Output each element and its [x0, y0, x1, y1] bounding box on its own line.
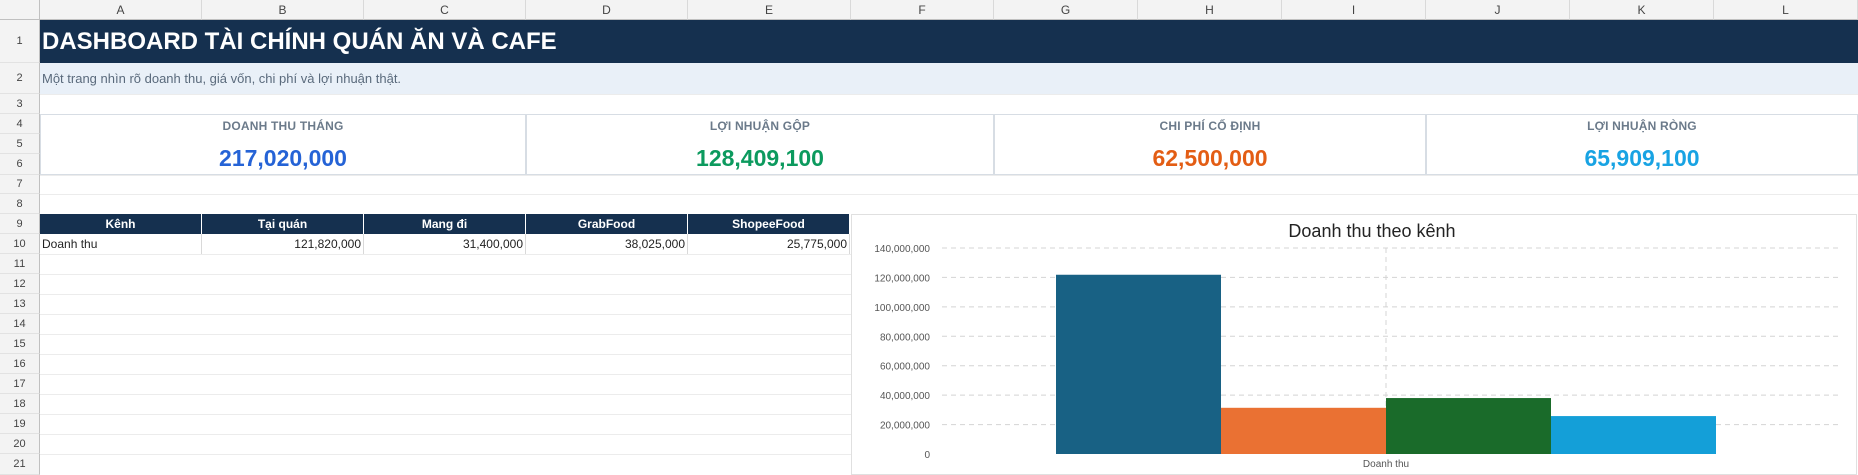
- y-tick-label: 20,000,000: [880, 421, 930, 432]
- grid-row-line: [40, 274, 851, 275]
- y-tick-label: 0: [924, 450, 930, 461]
- column-header-c[interactable]: C: [364, 0, 526, 20]
- row-header-2[interactable]: 2: [0, 63, 40, 94]
- dashboard-subtitle[interactable]: Một trang nhìn rõ doanh thu, giá vốn, ch…: [40, 63, 1858, 94]
- row-header-17[interactable]: 17: [0, 374, 40, 394]
- grid-row-line: [40, 254, 851, 255]
- table-header-dine-in[interactable]: Tại quán: [202, 214, 364, 234]
- kpi-value: 65,909,100: [1584, 145, 1700, 171]
- chart-bar-mang-đi: [1221, 407, 1386, 454]
- row-header-1[interactable]: 1: [0, 20, 40, 63]
- row-header-18[interactable]: 18: [0, 394, 40, 414]
- grid-row-line: [40, 454, 851, 455]
- table-cell-row-label[interactable]: Doanh thu: [40, 234, 202, 254]
- column-header-d[interactable]: D: [526, 0, 688, 20]
- chart-bar-shopeefood: [1551, 416, 1716, 454]
- row-header-16[interactable]: 16: [0, 354, 40, 374]
- grid-row-line: [40, 414, 851, 415]
- table-cell-grabfood[interactable]: 38,025,000: [526, 234, 688, 254]
- column-header-b[interactable]: B: [202, 0, 364, 20]
- grid-row-line: [40, 294, 851, 295]
- grid-row-line: [40, 394, 851, 395]
- dashboard-subtitle-text: Một trang nhìn rõ doanh thu, giá vốn, ch…: [42, 71, 402, 86]
- row-header-13[interactable]: 13: [0, 294, 40, 314]
- chart-bar-grabfood: [1386, 398, 1551, 454]
- row-header-5[interactable]: 5: [0, 134, 40, 154]
- grid-row-line: [40, 314, 851, 315]
- grid-row-line: [40, 94, 1858, 95]
- column-header-l[interactable]: L: [1714, 0, 1858, 20]
- table-header-shopeefood[interactable]: ShopeeFood: [688, 214, 850, 234]
- column-header-a[interactable]: A: [40, 0, 202, 20]
- table-header-takeaway[interactable]: Mang đi: [364, 214, 526, 234]
- table-header-grabfood[interactable]: GrabFood: [526, 214, 688, 234]
- row-header-20[interactable]: 20: [0, 434, 40, 454]
- y-tick-label: 100,000,000: [874, 303, 930, 314]
- kpi-label: CHI PHÍ CỐ ĐỊNH: [1159, 119, 1261, 133]
- kpi-label: DOANH THU THÁNG: [222, 119, 344, 133]
- grid-row-line: [40, 354, 851, 355]
- x-category-label: Doanh thu: [1363, 459, 1409, 470]
- table-cell-takeaway[interactable]: 31,400,000: [364, 234, 526, 254]
- row-header-3[interactable]: 3: [0, 94, 40, 114]
- kpi-card-net-profit[interactable]: LỢI NHUẬN RÒNG 65,909,100: [1426, 114, 1858, 175]
- revenue-by-channel-chart[interactable]: Doanh thu theo kênh 0 20,000,000 40,000,000…: [851, 214, 1857, 475]
- y-tick-label: 60,000,000: [880, 362, 930, 373]
- kpi-label: LỢI NHUẬN GỘP: [709, 119, 811, 133]
- chart-canvas: Doanh thu theo kênh 0 20,000,000 40,000,000…: [874, 221, 1842, 470]
- column-header-h[interactable]: H: [1138, 0, 1282, 20]
- kpi-value: 62,500,000: [1152, 145, 1268, 171]
- y-tick-label: 80,000,000: [880, 332, 930, 343]
- grid-row-line: [40, 434, 851, 435]
- column-header-f[interactable]: F: [851, 0, 994, 20]
- select-all-corner[interactable]: [0, 0, 40, 20]
- row-header-7[interactable]: 7: [0, 175, 40, 194]
- column-header-k[interactable]: K: [1570, 0, 1714, 20]
- row-header-21[interactable]: 21: [0, 454, 40, 475]
- row-header-10[interactable]: 10: [0, 234, 40, 254]
- row-header-8[interactable]: 8: [0, 194, 40, 214]
- table-header-channel[interactable]: Kênh: [40, 214, 202, 234]
- y-tick-label: 40,000,000: [880, 391, 930, 402]
- dashboard-title[interactable]: DASHBOARD TÀI CHÍNH QUÁN ĂN VÀ CAFE: [40, 20, 1858, 63]
- grid-row-line: [40, 175, 1858, 176]
- kpi-card-revenue[interactable]: DOANH THU THÁNG 217,020,000: [40, 114, 526, 175]
- column-header-i[interactable]: I: [1282, 0, 1426, 20]
- grid-row-line: [40, 194, 1858, 195]
- row-header-12[interactable]: 12: [0, 274, 40, 294]
- kpi-card-fixed-costs[interactable]: CHI PHÍ CỐ ĐỊNH 62,500,000: [994, 114, 1426, 175]
- kpi-value: 128,409,100: [696, 145, 824, 171]
- table-cell-dine-in[interactable]: 121,820,000: [202, 234, 364, 254]
- y-tick-label: 140,000,000: [874, 244, 930, 255]
- row-header-9[interactable]: 9: [0, 214, 40, 234]
- grid-row-line: [40, 374, 851, 375]
- dashboard-title-text: DASHBOARD TÀI CHÍNH QUÁN ĂN VÀ CAFE: [42, 27, 557, 55]
- kpi-card-gross-profit[interactable]: LỢI NHUẬN GỘP 128,409,100: [526, 114, 994, 175]
- y-tick-label: 120,000,000: [874, 273, 930, 284]
- row-header-15[interactable]: 15: [0, 334, 40, 354]
- row-header-11[interactable]: 11: [0, 254, 40, 274]
- chart-title: Doanh thu theo kênh: [1288, 221, 1455, 241]
- table-cell-shopeefood[interactable]: 25,775,000: [688, 234, 850, 254]
- column-header-e[interactable]: E: [688, 0, 851, 20]
- row-header-4[interactable]: 4: [0, 114, 40, 134]
- row-header-14[interactable]: 14: [0, 314, 40, 334]
- column-header-g[interactable]: G: [994, 0, 1138, 20]
- grid-row-line: [40, 334, 851, 335]
- row-header-6[interactable]: 6: [0, 154, 40, 175]
- column-header-j[interactable]: J: [1426, 0, 1570, 20]
- chart-bar-tại-quán: [1056, 274, 1221, 454]
- kpi-label: LỢI NHUẬN RÒNG: [1587, 119, 1697, 133]
- row-header-19[interactable]: 19: [0, 414, 40, 434]
- kpi-value: 217,020,000: [219, 145, 347, 171]
